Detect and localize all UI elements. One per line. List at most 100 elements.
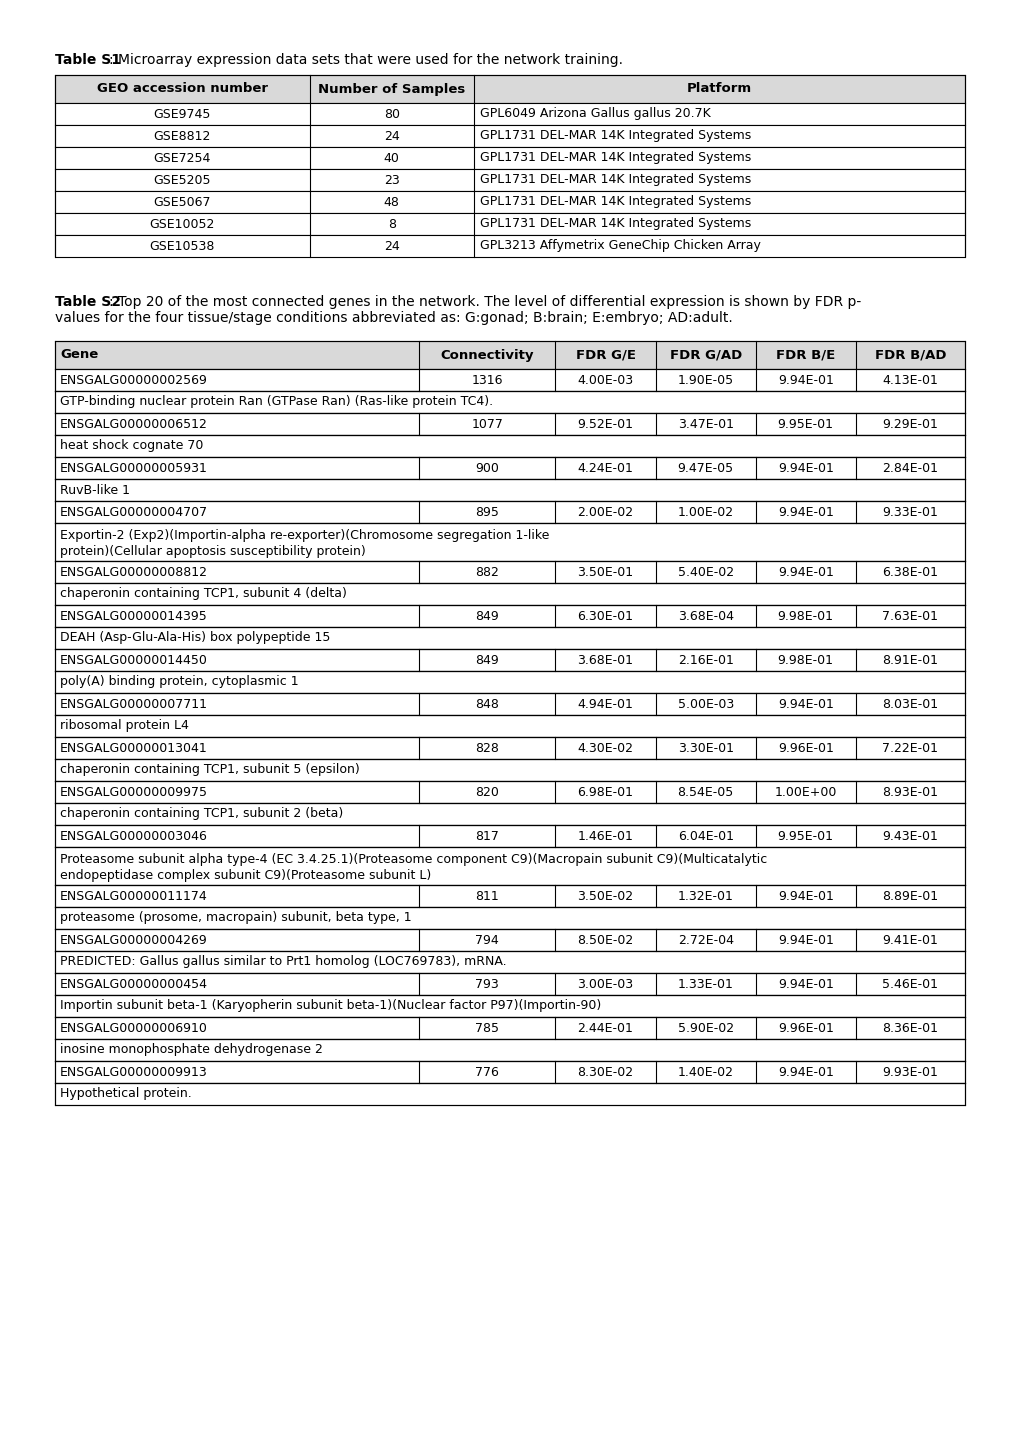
Text: 7.22E-01: 7.22E-01 bbox=[881, 742, 937, 755]
Text: 848: 848 bbox=[475, 697, 498, 710]
Text: 1.00E-02: 1.00E-02 bbox=[677, 505, 733, 518]
Bar bbox=[55, 457, 964, 479]
Bar bbox=[55, 1084, 964, 1105]
Text: FDR B/AD: FDR B/AD bbox=[874, 349, 946, 362]
Bar bbox=[55, 628, 964, 649]
Bar bbox=[55, 671, 964, 693]
Bar bbox=[55, 479, 964, 501]
Bar bbox=[55, 802, 964, 825]
Text: GSE5205: GSE5205 bbox=[154, 173, 211, 186]
Text: : Microarray expression data sets that were used for the network training.: : Microarray expression data sets that w… bbox=[109, 53, 623, 66]
Text: GSE10052: GSE10052 bbox=[150, 218, 215, 231]
Bar bbox=[55, 605, 964, 628]
Text: 9.94E-01: 9.94E-01 bbox=[777, 934, 833, 947]
Text: Gene: Gene bbox=[60, 349, 98, 362]
Text: 7.63E-01: 7.63E-01 bbox=[881, 609, 937, 622]
Bar bbox=[55, 413, 964, 434]
Text: ENSGALG00000004269: ENSGALG00000004269 bbox=[60, 934, 208, 947]
Text: 2.44E-01: 2.44E-01 bbox=[577, 1022, 633, 1035]
Text: ENSGALG00000006512: ENSGALG00000006512 bbox=[60, 417, 208, 430]
Text: 882: 882 bbox=[475, 566, 498, 579]
Text: Platform: Platform bbox=[686, 82, 751, 95]
Text: 2.16E-01: 2.16E-01 bbox=[677, 654, 733, 667]
Bar bbox=[55, 1061, 964, 1084]
Bar bbox=[55, 737, 964, 759]
Text: 9.98E-01: 9.98E-01 bbox=[777, 609, 833, 622]
Bar bbox=[55, 561, 964, 583]
Text: ENSGALG00000005931: ENSGALG00000005931 bbox=[60, 462, 208, 475]
Text: poly(A) binding protein, cytoplasmic 1: poly(A) binding protein, cytoplasmic 1 bbox=[60, 675, 299, 688]
Text: 80: 80 bbox=[383, 107, 399, 121]
Text: GPL1731 DEL-MAR 14K Integrated Systems: GPL1731 DEL-MAR 14K Integrated Systems bbox=[479, 152, 750, 165]
Bar bbox=[55, 1039, 964, 1061]
Text: 9.29E-01: 9.29E-01 bbox=[881, 417, 937, 430]
Text: proteasome (prosome, macropain) subunit, beta type, 1: proteasome (prosome, macropain) subunit,… bbox=[60, 912, 412, 925]
Bar bbox=[55, 190, 964, 214]
Text: chaperonin containing TCP1, subunit 5 (epsilon): chaperonin containing TCP1, subunit 5 (e… bbox=[60, 763, 360, 776]
Text: 2.84E-01: 2.84E-01 bbox=[881, 462, 937, 475]
Text: ENSGALG00000011174: ENSGALG00000011174 bbox=[60, 889, 208, 902]
Text: ENSGALG00000008812: ENSGALG00000008812 bbox=[60, 566, 208, 579]
Bar bbox=[55, 102, 964, 126]
Bar bbox=[55, 781, 964, 802]
Text: FDR G/E: FDR G/E bbox=[575, 349, 635, 362]
Text: GPL3213 Affymetrix GeneChip Chicken Array: GPL3213 Affymetrix GeneChip Chicken Arra… bbox=[479, 240, 760, 253]
Text: RuvB-like 1: RuvB-like 1 bbox=[60, 483, 129, 496]
Bar bbox=[55, 522, 964, 561]
Text: Exportin-2 (Exp2)(Importin-alpha re-exporter)(Chromosome segregation 1-like: Exportin-2 (Exp2)(Importin-alpha re-expo… bbox=[60, 530, 549, 543]
Bar bbox=[55, 169, 964, 190]
Text: 900: 900 bbox=[475, 462, 498, 475]
Text: 828: 828 bbox=[475, 742, 498, 755]
Text: 9.95E-01: 9.95E-01 bbox=[777, 417, 833, 430]
Bar bbox=[55, 369, 964, 391]
Text: 4.00E-03: 4.00E-03 bbox=[577, 374, 633, 387]
Text: 1316: 1316 bbox=[471, 374, 502, 387]
Bar bbox=[55, 583, 964, 605]
Text: 794: 794 bbox=[475, 934, 498, 947]
Bar bbox=[55, 341, 964, 369]
Bar bbox=[55, 996, 964, 1017]
Text: 9.93E-01: 9.93E-01 bbox=[881, 1065, 937, 1078]
Text: 3.50E-02: 3.50E-02 bbox=[577, 889, 633, 902]
Text: 9.94E-01: 9.94E-01 bbox=[777, 977, 833, 990]
Text: Proteasome subunit alpha type-4 (EC 3.4.25.1)(Proteasome component C9)(Macropain: Proteasome subunit alpha type-4 (EC 3.4.… bbox=[60, 853, 766, 866]
Text: DEAH (Asp-Glu-Ala-His) box polypeptide 15: DEAH (Asp-Glu-Ala-His) box polypeptide 1… bbox=[60, 632, 330, 645]
Text: 8.93E-01: 8.93E-01 bbox=[881, 785, 937, 798]
Text: GSE8812: GSE8812 bbox=[154, 130, 211, 143]
Text: 2.00E-02: 2.00E-02 bbox=[577, 505, 633, 518]
Text: GPL1731 DEL-MAR 14K Integrated Systems: GPL1731 DEL-MAR 14K Integrated Systems bbox=[479, 173, 750, 186]
Text: 9.47E-05: 9.47E-05 bbox=[677, 462, 733, 475]
Text: heat shock cognate 70: heat shock cognate 70 bbox=[60, 440, 203, 453]
Text: 3.68E-01: 3.68E-01 bbox=[577, 654, 633, 667]
Text: 9.43E-01: 9.43E-01 bbox=[881, 830, 937, 843]
Text: Importin subunit beta-1 (Karyopherin subunit beta-1)(Nuclear factor P97)(Importi: Importin subunit beta-1 (Karyopherin sub… bbox=[60, 1000, 600, 1013]
Text: 895: 895 bbox=[475, 505, 498, 518]
Text: GSE5067: GSE5067 bbox=[154, 195, 211, 208]
Text: GPL6049 Arizona Gallus gallus 20.7K: GPL6049 Arizona Gallus gallus 20.7K bbox=[479, 107, 709, 121]
Bar bbox=[55, 885, 964, 908]
Text: protein)(Cellular apoptosis susceptibility protein): protein)(Cellular apoptosis susceptibili… bbox=[60, 545, 366, 558]
Text: GPL1731 DEL-MAR 14K Integrated Systems: GPL1731 DEL-MAR 14K Integrated Systems bbox=[479, 195, 750, 208]
Text: ENSGALG00000007711: ENSGALG00000007711 bbox=[60, 697, 208, 710]
Text: 9.95E-01: 9.95E-01 bbox=[777, 830, 833, 843]
Text: 6.30E-01: 6.30E-01 bbox=[577, 609, 633, 622]
Text: GPL1731 DEL-MAR 14K Integrated Systems: GPL1731 DEL-MAR 14K Integrated Systems bbox=[479, 218, 750, 231]
Text: 5.46E-01: 5.46E-01 bbox=[881, 977, 937, 990]
Text: 4.30E-02: 4.30E-02 bbox=[577, 742, 633, 755]
Text: 9.94E-01: 9.94E-01 bbox=[777, 889, 833, 902]
Text: FDR G/AD: FDR G/AD bbox=[668, 349, 741, 362]
Text: 24: 24 bbox=[383, 130, 399, 143]
Text: 9.94E-01: 9.94E-01 bbox=[777, 462, 833, 475]
Text: 849: 849 bbox=[475, 654, 498, 667]
Text: Connectivity: Connectivity bbox=[440, 349, 534, 362]
Bar bbox=[55, 235, 964, 257]
Text: ENSGALG00000013041: ENSGALG00000013041 bbox=[60, 742, 208, 755]
Text: GPL1731 DEL-MAR 14K Integrated Systems: GPL1731 DEL-MAR 14K Integrated Systems bbox=[479, 130, 750, 143]
Text: 9.94E-01: 9.94E-01 bbox=[777, 374, 833, 387]
Text: 8: 8 bbox=[387, 218, 395, 231]
Text: ribosomal protein L4: ribosomal protein L4 bbox=[60, 720, 189, 733]
Text: ENSGALG00000009913: ENSGALG00000009913 bbox=[60, 1065, 208, 1078]
Text: 9.94E-01: 9.94E-01 bbox=[777, 505, 833, 518]
Text: 3.47E-01: 3.47E-01 bbox=[677, 417, 733, 430]
Text: GSE9745: GSE9745 bbox=[154, 107, 211, 121]
